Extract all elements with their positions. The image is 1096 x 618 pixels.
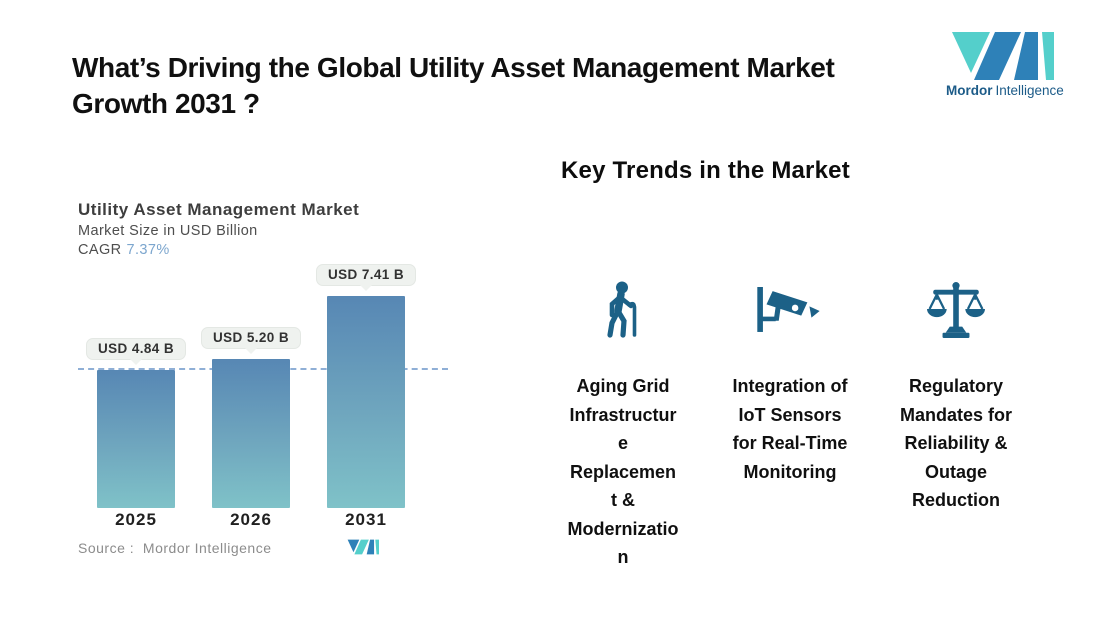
x-axis-label-2031: 2031 <box>345 510 387 529</box>
mordor-intelligence-mini-logo-icon <box>347 539 379 555</box>
brand-name-light: Intelligence <box>995 83 1064 98</box>
justice-scales-icon <box>927 280 985 340</box>
cagr-label: CAGR <box>78 242 122 258</box>
chart-subtitle: Market Size in USD Billion <box>78 223 258 239</box>
bar-chart-plot: USD 4.84 B 2025 USD 5.20 B 2026 USD 7.41 B 20… <box>78 260 448 529</box>
brand-logo: Mordor Intelligence <box>946 32 1064 98</box>
mordor-intelligence-logo-icon <box>952 32 1054 80</box>
bar-value-callout-2026: USD 5.20 B <box>200 327 302 349</box>
trend-item-regulatory: Regulatory Mandates for Reliability & Ou… <box>861 280 1051 515</box>
brand-name: Mordor Intelligence <box>946 83 1064 98</box>
brand-name-bold: Mordor <box>946 83 993 98</box>
x-axis-label-2026: 2026 <box>230 510 272 529</box>
bar-2026 <box>212 359 290 508</box>
trend-item-aging-grid: Aging Grid Infrastructur e Replacemen t … <box>528 280 718 572</box>
page-title: What’s Driving the Global Utility Asset … <box>72 52 835 119</box>
bar-group-2026: USD 5.20 B <box>196 327 306 508</box>
cagr-value: 7.37% <box>126 242 170 258</box>
bar-value-callout-2025: USD 4.84 B <box>85 338 187 360</box>
trend-item-iot-sensors: Integration of IoT Sensors for Real-Time… <box>695 280 885 486</box>
bar-2025 <box>97 370 175 508</box>
chart-title: Utility Asset Management Market <box>78 200 360 219</box>
elderly-person-cane-icon <box>602 280 644 340</box>
cctv-camera-icon <box>754 280 826 340</box>
trend-label: Integration of IoT Sensors for Real-Time… <box>732 376 848 482</box>
trends-heading: Key Trends in the Market <box>561 157 850 184</box>
bar-group-2031: USD 7.41 B <box>311 264 421 508</box>
chart-cagr: CAGR 7.37% <box>78 242 170 258</box>
trend-label: Aging Grid Infrastructur e Replacemen t … <box>567 376 679 567</box>
bar-group-2025: USD 4.84 B <box>81 338 191 508</box>
bar-value-callout-2031: USD 7.41 B <box>315 264 417 286</box>
bar-2031 <box>327 296 405 508</box>
trend-label: Regulatory Mandates for Reliability & Ou… <box>899 376 1013 510</box>
x-axis-label-2025: 2025 <box>115 510 157 529</box>
chart-source: Source : Mordor Intelligence <box>78 540 272 556</box>
